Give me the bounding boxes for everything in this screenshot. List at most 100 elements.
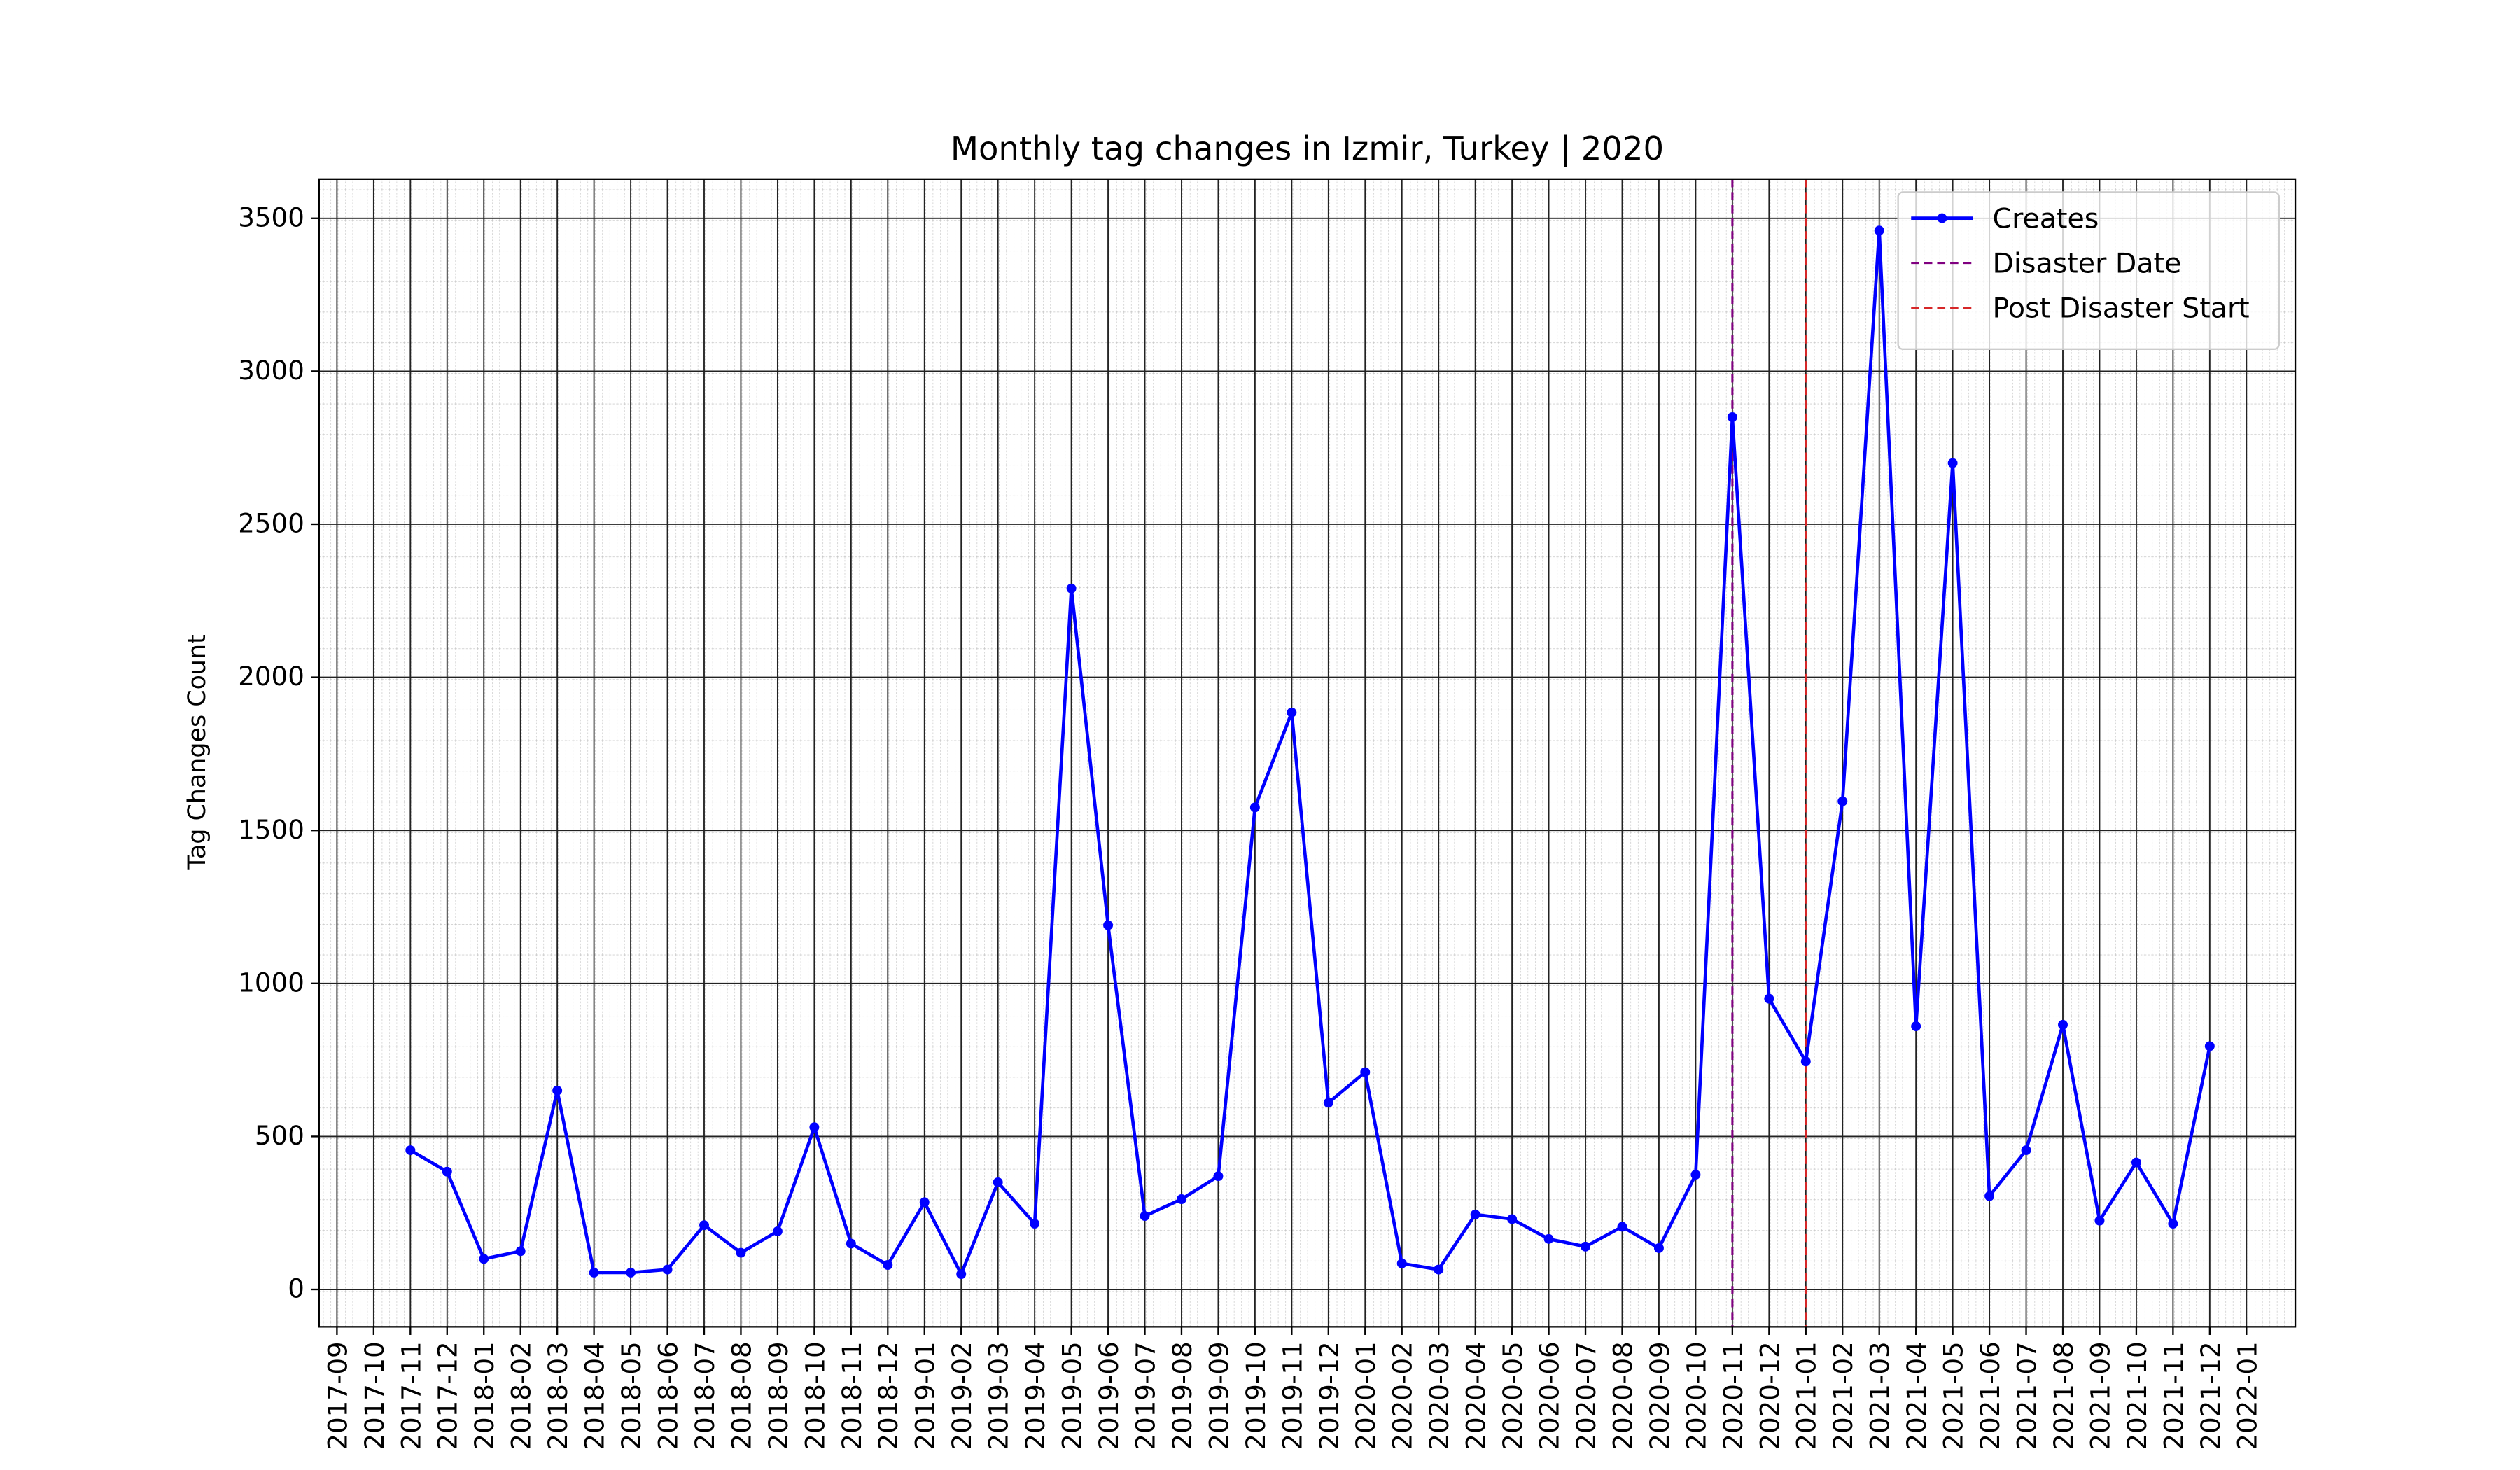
- x-tick-label: 2020-11: [1718, 1341, 1749, 1450]
- point: [2021, 1145, 2031, 1156]
- x-tick-label: 2019-05: [1057, 1341, 1088, 1450]
- point: [515, 1246, 526, 1256]
- x-tick-label: 2017-10: [359, 1341, 390, 1450]
- y-tick-label: 3500: [238, 202, 304, 232]
- y-tick-label: 0: [288, 1273, 304, 1304]
- minor-grid: [318, 178, 2296, 1327]
- point: [2131, 1157, 2141, 1168]
- y-tick-label: 2000: [238, 661, 304, 692]
- x-tick-label: 2019-10: [1240, 1341, 1271, 1450]
- x-tick-label: 2018-04: [580, 1341, 610, 1450]
- point: [2204, 1041, 2215, 1051]
- legend-box: [1897, 191, 2280, 351]
- point: [1030, 1219, 1040, 1228]
- x-tick-label: 2019-06: [1093, 1341, 1124, 1450]
- x-tick-label: 2018-06: [652, 1341, 683, 1450]
- x-tick-label: 2021-10: [2122, 1341, 2152, 1450]
- x-tick-label: 2020-06: [1534, 1341, 1565, 1450]
- x-tick-label: 2021-07: [2011, 1341, 2042, 1450]
- point: [1653, 1243, 1664, 1253]
- point: [1764, 993, 1774, 1004]
- x-tick-label: 2021-02: [1828, 1341, 1858, 1450]
- legend-label: Creates: [1993, 203, 2099, 235]
- x-tick-label: 2019-08: [1167, 1341, 1198, 1450]
- x-tick-label: 2019-02: [946, 1341, 977, 1450]
- point: [479, 1254, 489, 1264]
- x-tick-label: 2020-10: [1681, 1341, 1712, 1450]
- point: [1800, 1056, 1811, 1067]
- x-tick-label: 2018-02: [506, 1341, 537, 1450]
- x-tick-label: 2021-06: [1975, 1341, 2005, 1450]
- point: [1911, 1021, 1921, 1031]
- x-tick-label: 2018-10: [799, 1341, 830, 1450]
- y-tick-label: 2500: [238, 508, 304, 539]
- point: [846, 1238, 856, 1249]
- point: [1690, 1170, 1701, 1180]
- x-tick-label: 2019-07: [1130, 1341, 1161, 1450]
- point: [2168, 1219, 2178, 1228]
- point: [1396, 1258, 1407, 1268]
- x-tick-label: 2020-09: [1644, 1341, 1675, 1450]
- point: [1544, 1233, 1554, 1244]
- point: [662, 1264, 673, 1275]
- x-tick-label: 2020-03: [1424, 1341, 1455, 1450]
- x-tick-label: 2021-11: [2158, 1341, 2189, 1450]
- point: [1250, 802, 1260, 813]
- point: [552, 1085, 563, 1096]
- x-tick-label: 2021-09: [2085, 1341, 2115, 1450]
- x-tick-label: 2017-12: [433, 1341, 463, 1450]
- point: [1287, 707, 1297, 718]
- y-tick-label: 1000: [238, 967, 304, 997]
- x-tick-label: 2019-09: [1203, 1341, 1234, 1450]
- point: [1837, 796, 1848, 806]
- legend-marker: [1937, 213, 1947, 223]
- x-tick-label: 2018-08: [726, 1341, 757, 1450]
- point: [1727, 412, 1737, 422]
- point: [1213, 1171, 1224, 1182]
- x-tick-label: 2017-09: [322, 1341, 353, 1450]
- point: [699, 1220, 709, 1231]
- point: [1323, 1098, 1334, 1108]
- point: [1066, 583, 1077, 594]
- x-tick-label: 2017-11: [396, 1341, 426, 1450]
- x-tick-label: 2021-05: [1938, 1341, 1969, 1450]
- x-tick-label: 2020-02: [1387, 1341, 1418, 1450]
- point: [1874, 225, 1884, 236]
- x-tick-label: 2018-03: [542, 1341, 573, 1450]
- point: [883, 1260, 893, 1270]
- point: [1947, 458, 1958, 468]
- y-axis-label: Tag Changes Count: [183, 634, 211, 870]
- x-tick-label: 2021-01: [1791, 1341, 1822, 1450]
- point: [442, 1166, 452, 1177]
- point: [736, 1247, 746, 1258]
- point: [1103, 920, 1114, 930]
- y-tick-label: 500: [255, 1120, 304, 1151]
- x-tick-label: 2020-01: [1350, 1341, 1381, 1450]
- x-tick-label: 2018-07: [690, 1341, 720, 1450]
- x-tick-label: 2020-05: [1497, 1341, 1528, 1450]
- point: [1470, 1209, 1480, 1219]
- point: [993, 1177, 1003, 1187]
- point: [626, 1267, 636, 1278]
- x-tick-label: 2021-04: [1901, 1341, 1932, 1450]
- legend-label: Disaster Date: [1993, 248, 2182, 280]
- chart-title: Monthly tag changes in Izmir, Turkey | 2…: [951, 130, 1664, 168]
- x-tick-label: 2018-11: [836, 1341, 867, 1450]
- x-tick-label: 2018-05: [616, 1341, 647, 1450]
- x-tick-label: 2019-11: [1277, 1341, 1308, 1450]
- point: [1434, 1264, 1444, 1275]
- x-tick-label: 2020-08: [1607, 1341, 1638, 1450]
- x-tick-label: 2020-07: [1571, 1341, 1602, 1450]
- line-series: [410, 230, 2212, 1278]
- x-tick-label: 2019-03: [983, 1341, 1014, 1450]
- y-tick-label: 1500: [238, 814, 304, 845]
- point: [956, 1269, 967, 1280]
- y-tick-label: 3000: [238, 355, 304, 386]
- point: [1360, 1067, 1371, 1077]
- x-tick-label: 2018-01: [469, 1341, 500, 1450]
- x-tick-label: 2022-01: [2232, 1341, 2262, 1450]
- point: [809, 1122, 820, 1133]
- point: [1617, 1222, 1628, 1232]
